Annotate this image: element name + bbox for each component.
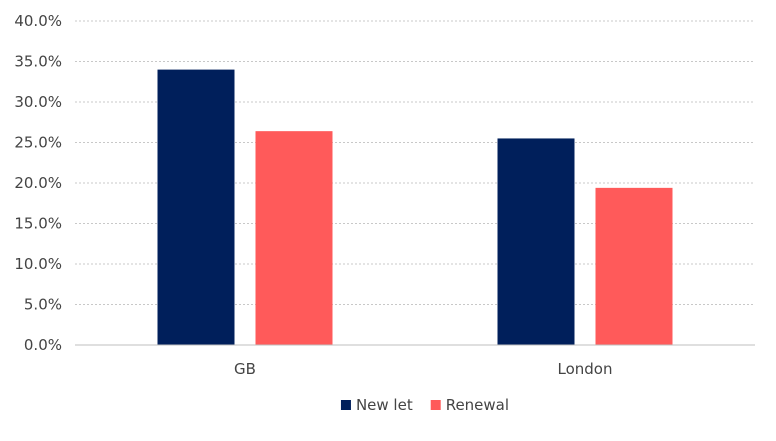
y-tick-label: 40.0% [14,12,62,30]
legend: New let Renewal [340,396,509,414]
y-tick-label: 30.0% [14,93,62,111]
legend-label: New let [356,396,413,414]
y-tick-label: 5.0% [24,296,62,314]
bar-renewal-london [595,187,673,345]
y-tick-label: 35.0% [14,53,62,71]
y-tick-label: 10.0% [14,255,62,273]
y-tick-label: 15.0% [14,215,62,233]
bar-new-let-london [497,138,575,345]
y-axis-ticks: 0.0% 5.0% 10.0% 15.0% 20.0% 25.0% 30.0% 35.0% 40… [14,12,62,354]
x-axis-labels: GB London [234,360,612,378]
y-tick-label: 0.0% [24,336,62,354]
y-tick-label: 25.0% [14,134,62,152]
x-category-label: London [558,360,613,378]
legend-item-new-let: New let [340,396,413,414]
x-category-label: GB [234,360,256,378]
y-tick-label: 20.0% [14,174,62,192]
legend-item-renewal: Renewal [430,396,509,414]
legend-swatch [340,400,351,410]
legend-label: Renewal [446,396,509,414]
bar-renewal-gb [255,131,333,345]
bars [157,69,673,345]
legend-swatch [430,400,441,410]
bar-new-let-gb [157,69,235,345]
